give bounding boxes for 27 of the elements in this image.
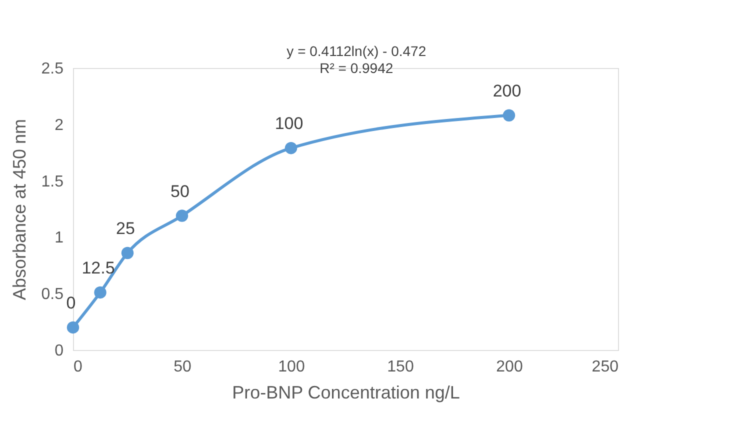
x-tick-label: 150 (387, 358, 414, 376)
point (176, 210, 188, 222)
x-tick-label: 200 (496, 358, 523, 376)
y-tick-label: 2 (54, 116, 64, 134)
x-axis-title: Pro-BNP Concentration ng/L (232, 382, 460, 402)
x-tick-label: 250 (592, 358, 619, 376)
x-tick-label: 0 (74, 358, 82, 376)
annotation: R² = 0.9942 (320, 60, 394, 76)
y-tick-label: 0 (54, 342, 64, 360)
y-tick-label: 1 (54, 230, 64, 247)
text: y = 0.4112ln(x) - 0.472 (286, 43, 426, 59)
annotation: 50 (170, 182, 190, 201)
y-axis-title: Absorbance at 450 nm (9, 118, 30, 300)
annotation: 100 (274, 114, 304, 134)
annotation: 25 (116, 218, 135, 238)
annotation: 12.5 (82, 258, 115, 278)
x-tick-label: 100 (278, 358, 305, 376)
point (121, 246, 134, 260)
point (94, 286, 106, 299)
x-tick-label: 50 (174, 358, 192, 376)
y-tick-label: 1.5 (41, 173, 64, 190)
point (502, 109, 516, 122)
y-tick-label: 0.5 (41, 286, 64, 304)
annotation: 200 (492, 81, 522, 100)
point (284, 142, 298, 154)
point (66, 321, 80, 334)
y-tick-label: 2.5 (41, 60, 64, 78)
